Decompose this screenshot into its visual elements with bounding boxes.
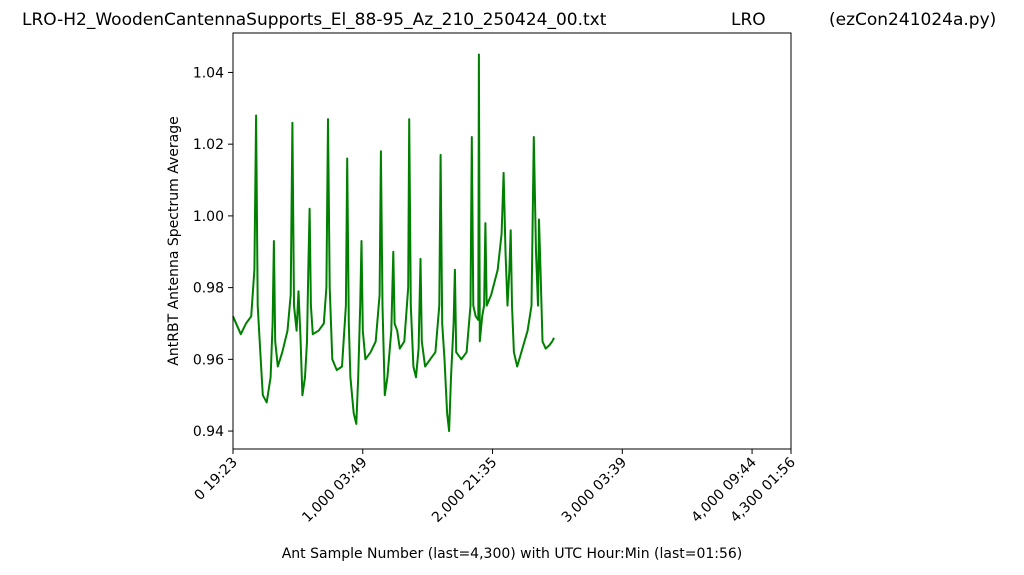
y-tick-label: 1.02 — [193, 137, 224, 153]
y-tick-label: 0.94 — [193, 424, 224, 440]
y-axis-label: AntRBT Antenna Spectrum Average — [166, 116, 182, 365]
x-tick-label: 3,000 03:39 — [559, 455, 630, 526]
x-tick-label: 1,000 03:49 — [299, 455, 370, 526]
y-axis: 0.94 0.96 0.98 1.00 1.02 1.04 — [193, 65, 233, 440]
file-name-title: LRO-H2_WoodenCantennaSupports_El_88-95_A… — [22, 10, 607, 30]
y-tick-label: 0.98 — [193, 281, 224, 297]
plot-frame — [232, 32, 792, 450]
y-tick-label: 1.04 — [193, 65, 224, 81]
station-title: LRO — [731, 10, 766, 30]
x-tick-label: 0 19:23 — [192, 455, 241, 504]
y-tick-label: 0.96 — [193, 352, 224, 368]
x-axis-label: Ant Sample Number (last=4,300) with UTC … — [282, 546, 743, 562]
plot-area — [232, 53, 555, 433]
program-title: (ezCon241024a.py) — [829, 10, 996, 30]
y-tick-label: 1.00 — [193, 209, 224, 225]
x-tick-label: 2,000 21:35 — [429, 455, 500, 526]
series-line — [232, 53, 555, 433]
x-axis: 0 19:23 1,000 03:49 2,000 21:35 3,000 03:39… — [192, 449, 799, 526]
